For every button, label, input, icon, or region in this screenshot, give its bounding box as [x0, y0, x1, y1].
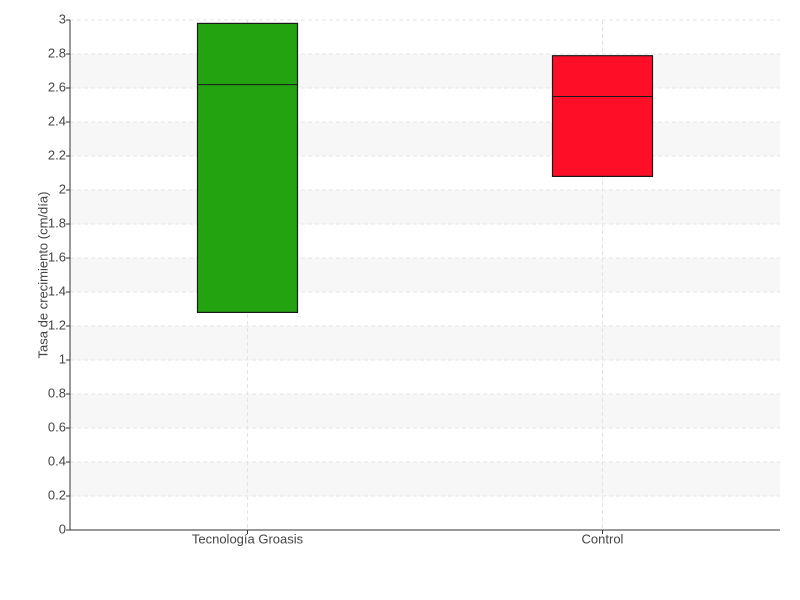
x-tick-label: Control — [582, 531, 624, 546]
y-tick-label: 1.4 — [48, 283, 66, 298]
x-tick-label: Tecnología Groasis — [192, 531, 304, 546]
y-tick-label: 2.8 — [48, 45, 66, 60]
y-axis-label: Tasa de crecimiento (cm/día) — [35, 192, 50, 359]
grid-band — [70, 258, 780, 292]
y-tick-label: 2.6 — [48, 79, 66, 94]
grid-bands — [70, 54, 780, 496]
grid-band — [70, 326, 780, 360]
grid-band — [70, 462, 780, 496]
y-tick-label: 0.8 — [48, 385, 66, 400]
grid-band — [70, 190, 780, 224]
y-tick-label: 0.6 — [48, 419, 66, 434]
y-tick-label: 2.2 — [48, 147, 66, 162]
grid-band — [70, 394, 780, 428]
grid-band — [70, 54, 780, 88]
y-tick-label: 2.4 — [48, 113, 66, 128]
y-tick-label: 0.2 — [48, 487, 66, 502]
y-tick-label: 0.4 — [48, 453, 66, 468]
grid-band — [70, 122, 780, 156]
y-tick-label: 3 — [59, 11, 66, 26]
y-tick-label: 2 — [59, 181, 66, 196]
y-tick-label: 0 — [59, 521, 66, 536]
y-tick-label: 1.8 — [48, 215, 66, 230]
y-tick-label: 1.6 — [48, 249, 66, 264]
box — [196, 22, 299, 313]
y-tick-label: 1.2 — [48, 317, 66, 332]
y-tick-label: 1 — [59, 351, 66, 366]
box — [551, 55, 654, 177]
grid — [70, 19, 780, 531]
